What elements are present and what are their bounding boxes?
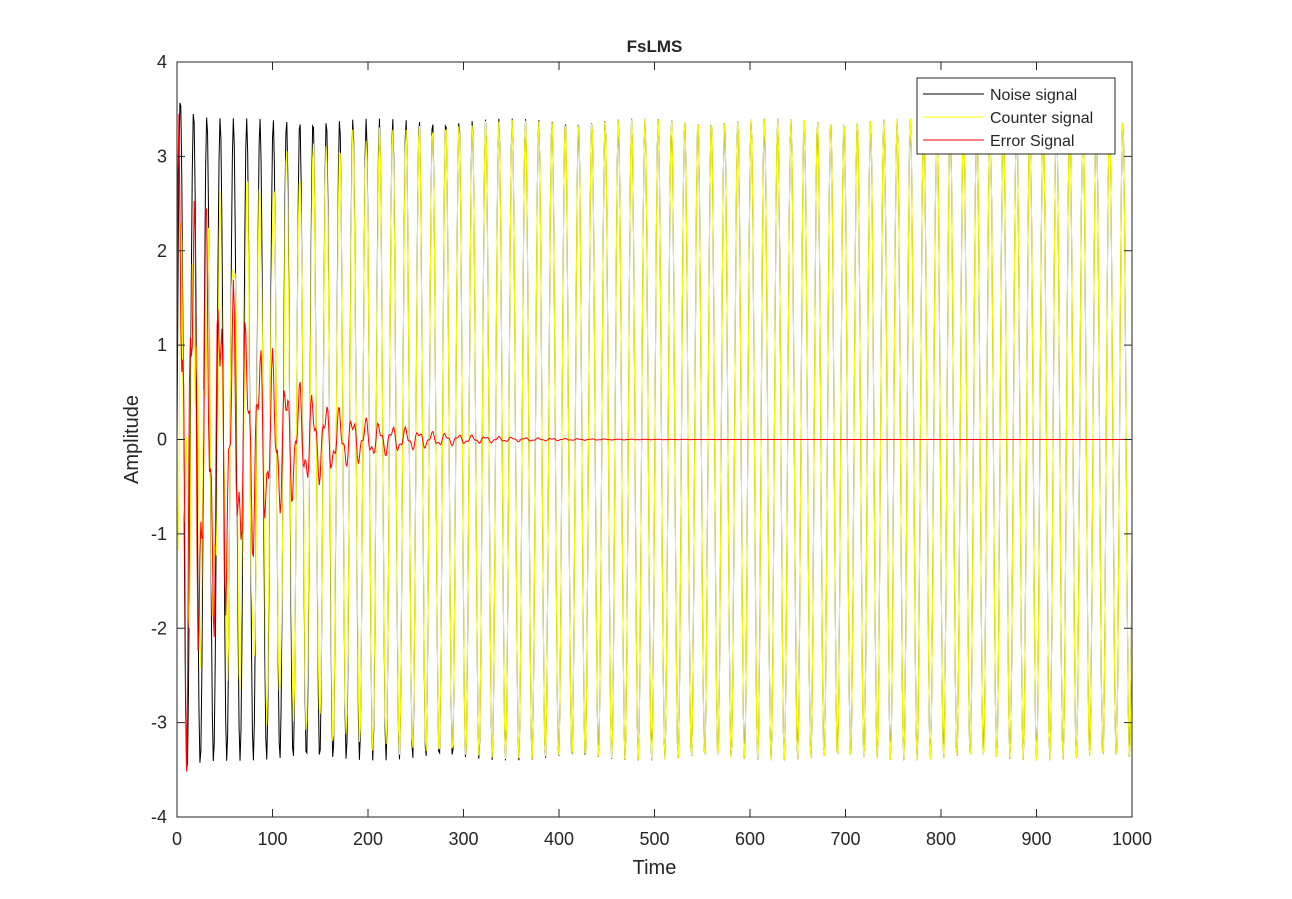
- legend-label-counter: Counter signal: [990, 110, 1093, 127]
- x-tick-label: 600: [735, 829, 765, 849]
- legend-label-error: Error Signal: [990, 133, 1074, 150]
- x-tick-label: 100: [257, 829, 287, 849]
- y-tick-label: 4: [157, 52, 167, 72]
- y-tick-label: -2: [151, 618, 167, 638]
- y-tick-label: -4: [151, 807, 167, 827]
- x-tick-label: 700: [830, 829, 860, 849]
- x-tick-label: 0: [172, 829, 182, 849]
- y-tick-label: 0: [157, 430, 167, 450]
- x-axis-label: Time: [633, 857, 677, 879]
- legend: Noise signal Counter signal Error Signal: [916, 77, 1116, 155]
- y-tick-label: 3: [157, 146, 167, 166]
- y-tick-label: -3: [151, 713, 167, 733]
- y-tick-label: 1: [157, 335, 167, 355]
- legend-entry-noise: Noise signal: [923, 87, 1077, 104]
- series-line-counter-signal: [177, 118, 1132, 761]
- axis-ticks: 0 100 200 300 400 500 600 700 800 900 1000 -4 -3 -2 -1…: [151, 52, 1152, 849]
- y-tick-label: 2: [157, 241, 167, 261]
- x-tick-label: 1000: [1112, 829, 1152, 849]
- x-tick-label: 400: [544, 829, 574, 849]
- x-tick-label: 200: [353, 829, 383, 849]
- x-tick-label: 500: [639, 829, 669, 849]
- x-tick-label: 300: [448, 829, 478, 849]
- plot-area: [177, 102, 1132, 772]
- legend-box: [916, 77, 1116, 155]
- legend-entry-counter: Counter signal: [923, 110, 1093, 127]
- legend-entry-error: Error Signal: [923, 133, 1074, 150]
- x-tick-label: 800: [926, 829, 956, 849]
- axes-box: [176, 61, 1133, 818]
- chart-title: FsLMS: [627, 37, 683, 56]
- y-axis-label: Amplitude: [121, 395, 143, 484]
- x-tick-label: 900: [1021, 829, 1051, 849]
- series-line-error-signal: [177, 114, 1132, 772]
- legend-label-noise: Noise signal: [990, 87, 1077, 104]
- y-tick-label: -1: [151, 524, 167, 544]
